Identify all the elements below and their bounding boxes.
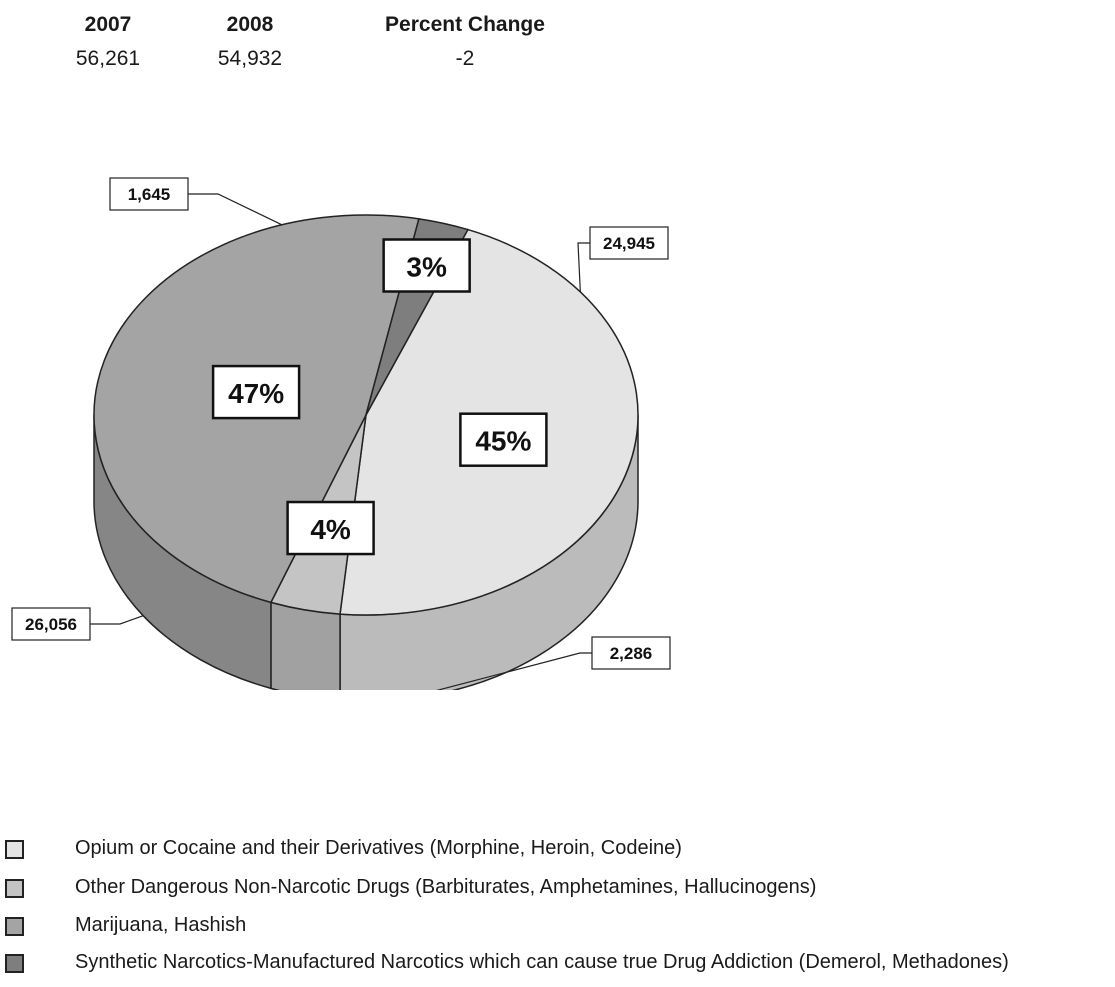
legend-label: Marijuana, Hashish [75, 914, 247, 936]
percent-label: 45% [475, 426, 531, 457]
value-leader-line [436, 652, 592, 690]
legend-item: Marijuana, Hashish [0, 913, 1115, 943]
summary-stats: 2007 56,261 2008 54,932 Percent Change -… [0, 0, 1115, 90]
legend-swatch [5, 840, 24, 859]
value-leader-line [90, 615, 144, 625]
stat-value: 56,261 [75, 47, 141, 70]
legend-item: Opium or Cocaine and their Derivatives (… [0, 836, 1115, 866]
pie-side-wall [270, 601, 341, 690]
value-leader-line [577, 242, 590, 292]
percent-label-box [286, 500, 375, 556]
value-label-box [109, 177, 189, 211]
value-leader-line [188, 193, 283, 226]
value-label-box [11, 607, 91, 641]
percent-label: 47% [228, 378, 284, 409]
value-label: 24,945 [603, 234, 655, 253]
percent-label: 4% [310, 514, 351, 545]
stat-2007: 2007 56,261 [58, 12, 158, 74]
legend-swatch [5, 954, 24, 973]
stat-2008: 2008 54,932 [200, 12, 300, 74]
value-label-box [591, 636, 671, 670]
percent-label-box [459, 412, 548, 467]
percent-label-box [382, 238, 471, 293]
value-label: 26,056 [25, 615, 77, 634]
value-label: 1,645 [128, 185, 171, 204]
stat-header: 2008 [226, 13, 274, 36]
legend-label: Other Dangerous Non-Narcotic Drugs (Barb… [75, 876, 817, 898]
legend-swatch [5, 917, 24, 936]
legend-swatch [5, 879, 24, 898]
value-label: 2,286 [610, 644, 653, 663]
percent-label: 3% [406, 252, 447, 283]
stat-value: 54,932 [217, 47, 283, 70]
legend-item: Other Dangerous Non-Narcotic Drugs (Barb… [0, 875, 1115, 905]
pie-chart: 45% 4% 47% 3% 24,945 2,286 26,056 1,645 [11, 177, 671, 690]
legend-item: Synthetic Narcotics-Manufactured Narcoti… [0, 950, 1115, 980]
percent-label-box [211, 364, 301, 420]
stat-value: -2 [455, 47, 475, 70]
value-label-box [589, 226, 669, 260]
stat-header: Percent Change [385, 13, 545, 36]
stat-header: 2007 [84, 13, 132, 36]
legend-label: Synthetic Narcotics-Manufactured Narcoti… [75, 951, 1009, 973]
legend-label: Opium or Cocaine and their Derivatives (… [75, 837, 682, 859]
stat-percent-change: Percent Change -2 [365, 12, 565, 74]
